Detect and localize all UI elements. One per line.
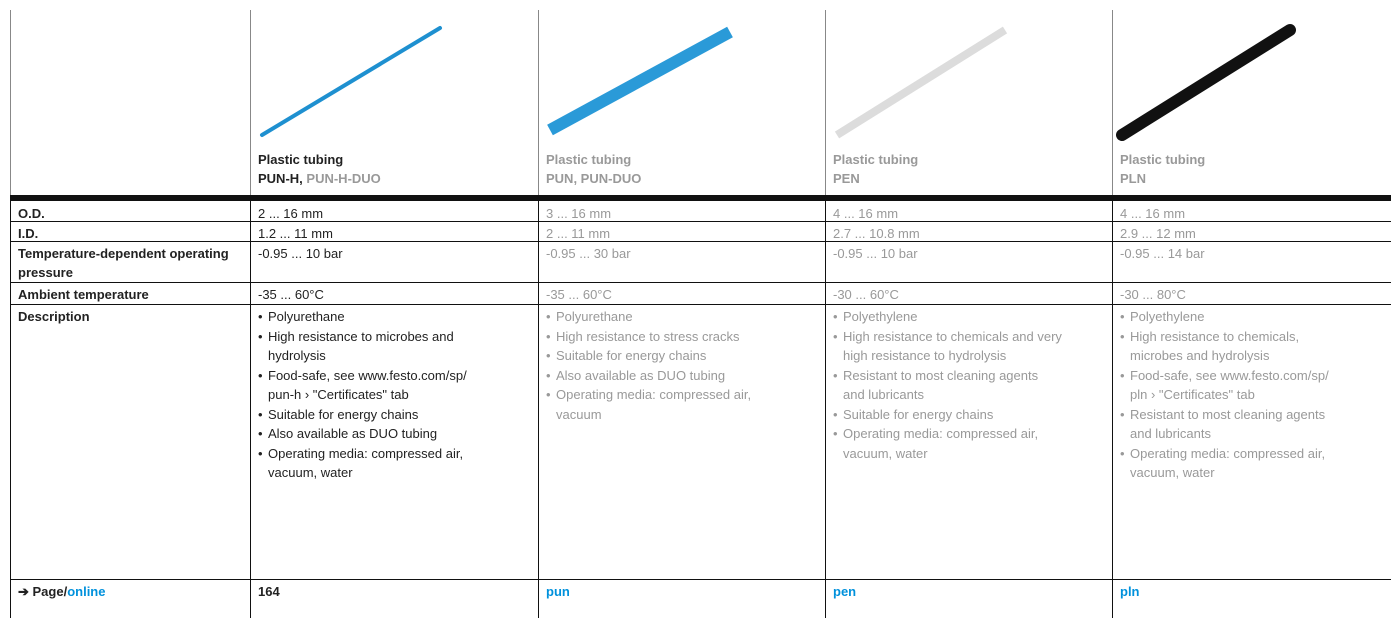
table-cell: 2.7 ... 10.8 mm (833, 226, 920, 241)
bullet-item: Operating media: compressed air, vacuum,… (833, 424, 1062, 463)
product-type-extra: PUN-H-DUO (306, 171, 381, 186)
bullet-item: Polyurethane (546, 307, 775, 327)
description-cell: PolyethyleneHigh resistance to chemicals… (825, 305, 1112, 580)
column-divider (1112, 201, 1113, 618)
row-label: Ambient temperature (18, 287, 149, 302)
row-label: Temperature-dependent operating pressure (18, 246, 229, 280)
product-name: Plastic tubing (258, 152, 344, 167)
bullet-item: Resistant to most cleaning agents and lu… (1120, 405, 1341, 444)
row-rule (10, 304, 1391, 305)
table-cell: 2 ... 11 mm (546, 226, 611, 241)
bullet-list: PolyurethaneHigh resistance to microbes … (258, 307, 488, 483)
table-cell: 1.2 ... 11 mm (258, 226, 333, 241)
column-divider (538, 10, 539, 196)
table-cell: -0.95 ... 10 bar (833, 246, 918, 261)
product-type: PLN (1120, 169, 1383, 188)
column-divider (250, 201, 251, 618)
bullet-item: Also available as DUO tubing (258, 424, 488, 444)
page-label: ➔ Page/ (18, 584, 68, 599)
row-rule (10, 221, 1391, 222)
bullet-list: PolyurethaneHigh resistance to stress cr… (546, 307, 775, 424)
row-label: Description (18, 309, 90, 324)
bullet-item: Food-safe, see www.festo.com/sp/ pun-h ›… (258, 366, 488, 405)
table-cell: 3 ... 16 mm (546, 206, 612, 221)
column-divider (10, 201, 11, 618)
tube-images (260, 24, 1296, 141)
description-cell: PolyurethaneHigh resistance to stress cr… (538, 305, 825, 580)
product-type-code: PUN, PUN-DUO (546, 171, 642, 186)
product-header: Plastic tubing PEN (825, 148, 1112, 190)
row-rule (10, 579, 1391, 580)
bullet-item: Polyethylene (1120, 307, 1341, 327)
bullet-item: Polyurethane (258, 307, 488, 327)
product-type: PEN (833, 169, 1104, 188)
bullet-list: PolyethyleneHigh resistance to chemicals… (833, 307, 1062, 463)
bullet-list: PolyethyleneHigh resistance to chemicals… (1120, 307, 1341, 483)
bullet-item: Food-safe, see www.festo.com/sp/ pln › "… (1120, 366, 1341, 405)
table-cell: -35 ... 60°C (258, 287, 324, 302)
description-cell: PolyurethaneHigh resistance to microbes … (250, 305, 538, 580)
bullet-item: Resistant to most cleaning agents and lu… (833, 366, 1062, 405)
row-rule (10, 241, 1391, 242)
column-divider (538, 201, 539, 618)
row-label: O.D. (18, 206, 45, 221)
bullet-item: Operating media: compressed air, vacuum,… (258, 444, 488, 483)
table-cell: 2.9 ... 12 mm (1120, 226, 1196, 241)
table-cell: 2 ... 16 mm (258, 206, 324, 221)
bullet-item: Suitable for energy chains (258, 405, 488, 425)
product-type-code: PEN (833, 171, 860, 186)
product-name: Plastic tubing (833, 152, 919, 167)
bullet-item: High resistance to chemicals and very hi… (833, 327, 1062, 366)
product-name: Plastic tubing (1120, 152, 1206, 167)
page-link[interactable]: pun (546, 584, 570, 599)
column-divider (250, 10, 251, 196)
product-type: PUN, PUN-DUO (546, 169, 817, 188)
column-divider (825, 10, 826, 196)
bullet-item: Operating media: compressed air, vacuum (546, 385, 775, 424)
column-divider (1112, 10, 1113, 196)
page-link: 164 (258, 584, 280, 599)
page-link[interactable]: pen (833, 584, 857, 599)
table-cell: -30 ... 60°C (833, 287, 899, 302)
description-cell: PolyethyleneHigh resistance to chemicals… (1112, 305, 1391, 580)
page-link[interactable]: pln (1120, 584, 1140, 599)
product-type-code: PLN (1120, 171, 1146, 186)
table-cell: -0.95 ... 14 bar (1120, 246, 1205, 261)
bullet-item: High resistance to microbes and hydrolys… (258, 327, 488, 366)
bullet-item: High resistance to chemicals, microbes a… (1120, 327, 1341, 366)
product-header: Plastic tubing PUN, PUN-DUO (538, 148, 825, 190)
online-label: online (67, 584, 106, 599)
footer-label: ➔ Page/online (10, 580, 250, 603)
bullet-item: Suitable for energy chains (833, 405, 1062, 425)
bullet-item: High resistance to stress cracks (546, 327, 775, 347)
bullet-item: Operating media: compressed air, vacuum,… (1120, 444, 1341, 483)
row-rule (10, 282, 1391, 283)
row-label: I.D. (18, 226, 39, 241)
table-cell: -0.95 ... 30 bar (546, 246, 631, 261)
column-divider (825, 201, 826, 618)
table-cell: -30 ... 80°C (1120, 287, 1186, 302)
table-cell: -35 ... 60°C (546, 287, 612, 302)
product-header: Plastic tubing PUN-H, PUN-H-DUO (250, 148, 538, 190)
product-type-code: PUN-H, (258, 171, 303, 186)
table-cell: 4 ... 16 mm (833, 206, 899, 221)
column-divider (10, 10, 11, 196)
table-cell: -0.95 ... 10 bar (258, 246, 343, 261)
bullet-item: Suitable for energy chains (546, 346, 775, 366)
product-type: PUN-H, PUN-H-DUO (258, 169, 530, 188)
header-rule (10, 195, 1391, 201)
bullet-item: Polyethylene (833, 307, 1062, 327)
bullet-item: Also available as DUO tubing (546, 366, 775, 386)
product-name: Plastic tubing (546, 152, 632, 167)
product-header: Plastic tubing PLN (1112, 148, 1391, 190)
table-cell: 4 ... 16 mm (1120, 206, 1186, 221)
